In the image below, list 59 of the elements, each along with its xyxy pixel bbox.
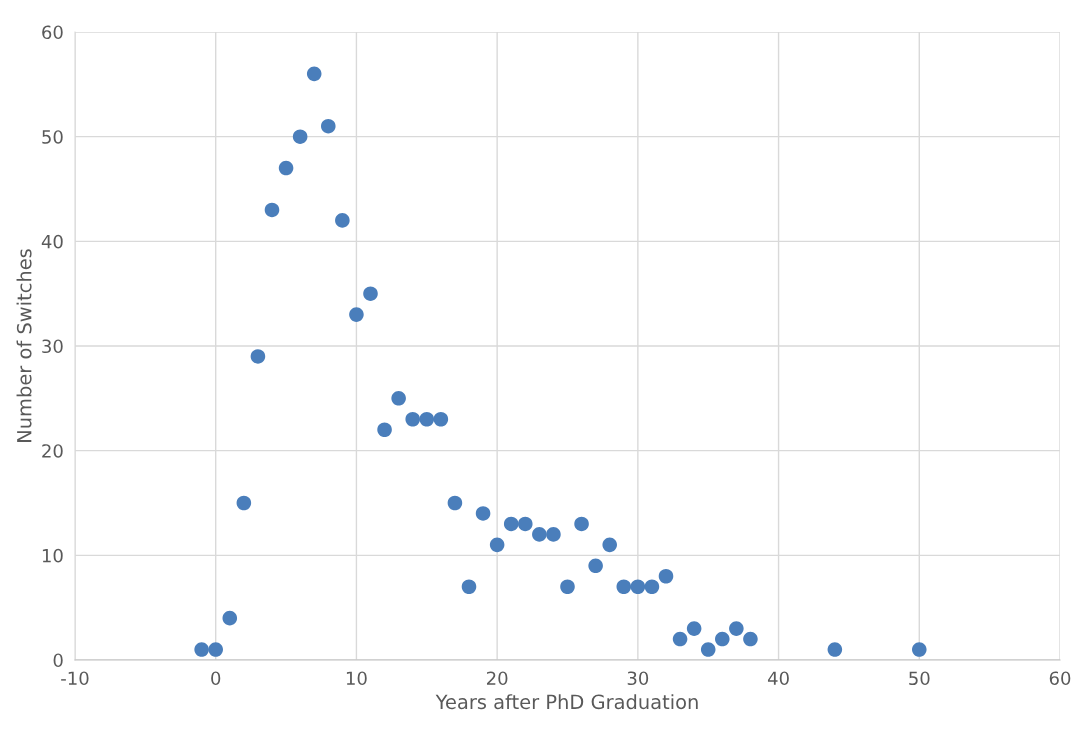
- point: [475, 506, 491, 521]
- point: [588, 558, 603, 574]
- point: [292, 129, 308, 144]
- x-tick-label: 50: [909, 671, 930, 686]
- x-tick-label: -10: [61, 671, 89, 686]
- point: [700, 642, 716, 657]
- y-tick-label: 50: [42, 130, 63, 144]
- x-tick-label: 20: [486, 671, 508, 686]
- point: [447, 495, 463, 511]
- point: [250, 349, 266, 364]
- point: [616, 579, 632, 595]
- point: [729, 621, 744, 636]
- point: [574, 516, 589, 532]
- point: [672, 631, 688, 647]
- x-tick-label: 0: [211, 671, 221, 686]
- x-tick-label: 60: [1049, 671, 1071, 686]
- point: [827, 642, 843, 657]
- point: [208, 642, 223, 657]
- point: [321, 118, 336, 134]
- y-tick-label: 20: [42, 444, 63, 458]
- point: [630, 579, 646, 595]
- point: [278, 160, 294, 176]
- point: [602, 537, 617, 553]
- x-tick-label: 30: [627, 671, 649, 686]
- point: [236, 495, 252, 511]
- y-tick-label: 60: [42, 25, 63, 40]
- point: [461, 579, 477, 595]
- point: [518, 516, 533, 532]
- point: [546, 527, 561, 542]
- point: [419, 411, 435, 427]
- x-axis-title: Years after PhD Graduation: [435, 694, 698, 710]
- point: [349, 307, 364, 322]
- y-tick-label: 0: [53, 653, 63, 668]
- point: [560, 579, 575, 595]
- point: [194, 642, 209, 657]
- x-tick-label: 40: [767, 671, 789, 686]
- point: [489, 537, 505, 553]
- point: [391, 391, 406, 406]
- x-tick-label: 10: [346, 671, 367, 686]
- point: [306, 66, 322, 82]
- y-axis-title: Number of Switches: [16, 249, 32, 442]
- point: [222, 610, 238, 626]
- point: [644, 579, 660, 595]
- point: [264, 202, 280, 218]
- point: [715, 631, 730, 647]
- point: [503, 516, 519, 532]
- point: [743, 631, 758, 647]
- point: [686, 621, 702, 636]
- point: [658, 568, 674, 584]
- y-tick-label: 10: [42, 548, 63, 563]
- point: [532, 527, 547, 542]
- point: [912, 642, 927, 657]
- y-tick-label: 40: [41, 234, 63, 249]
- point: [363, 286, 378, 301]
- point: [433, 411, 449, 427]
- point: [405, 411, 420, 427]
- y-tick-label: 30: [42, 339, 63, 354]
- point: [335, 213, 350, 228]
- point: [377, 422, 392, 438]
